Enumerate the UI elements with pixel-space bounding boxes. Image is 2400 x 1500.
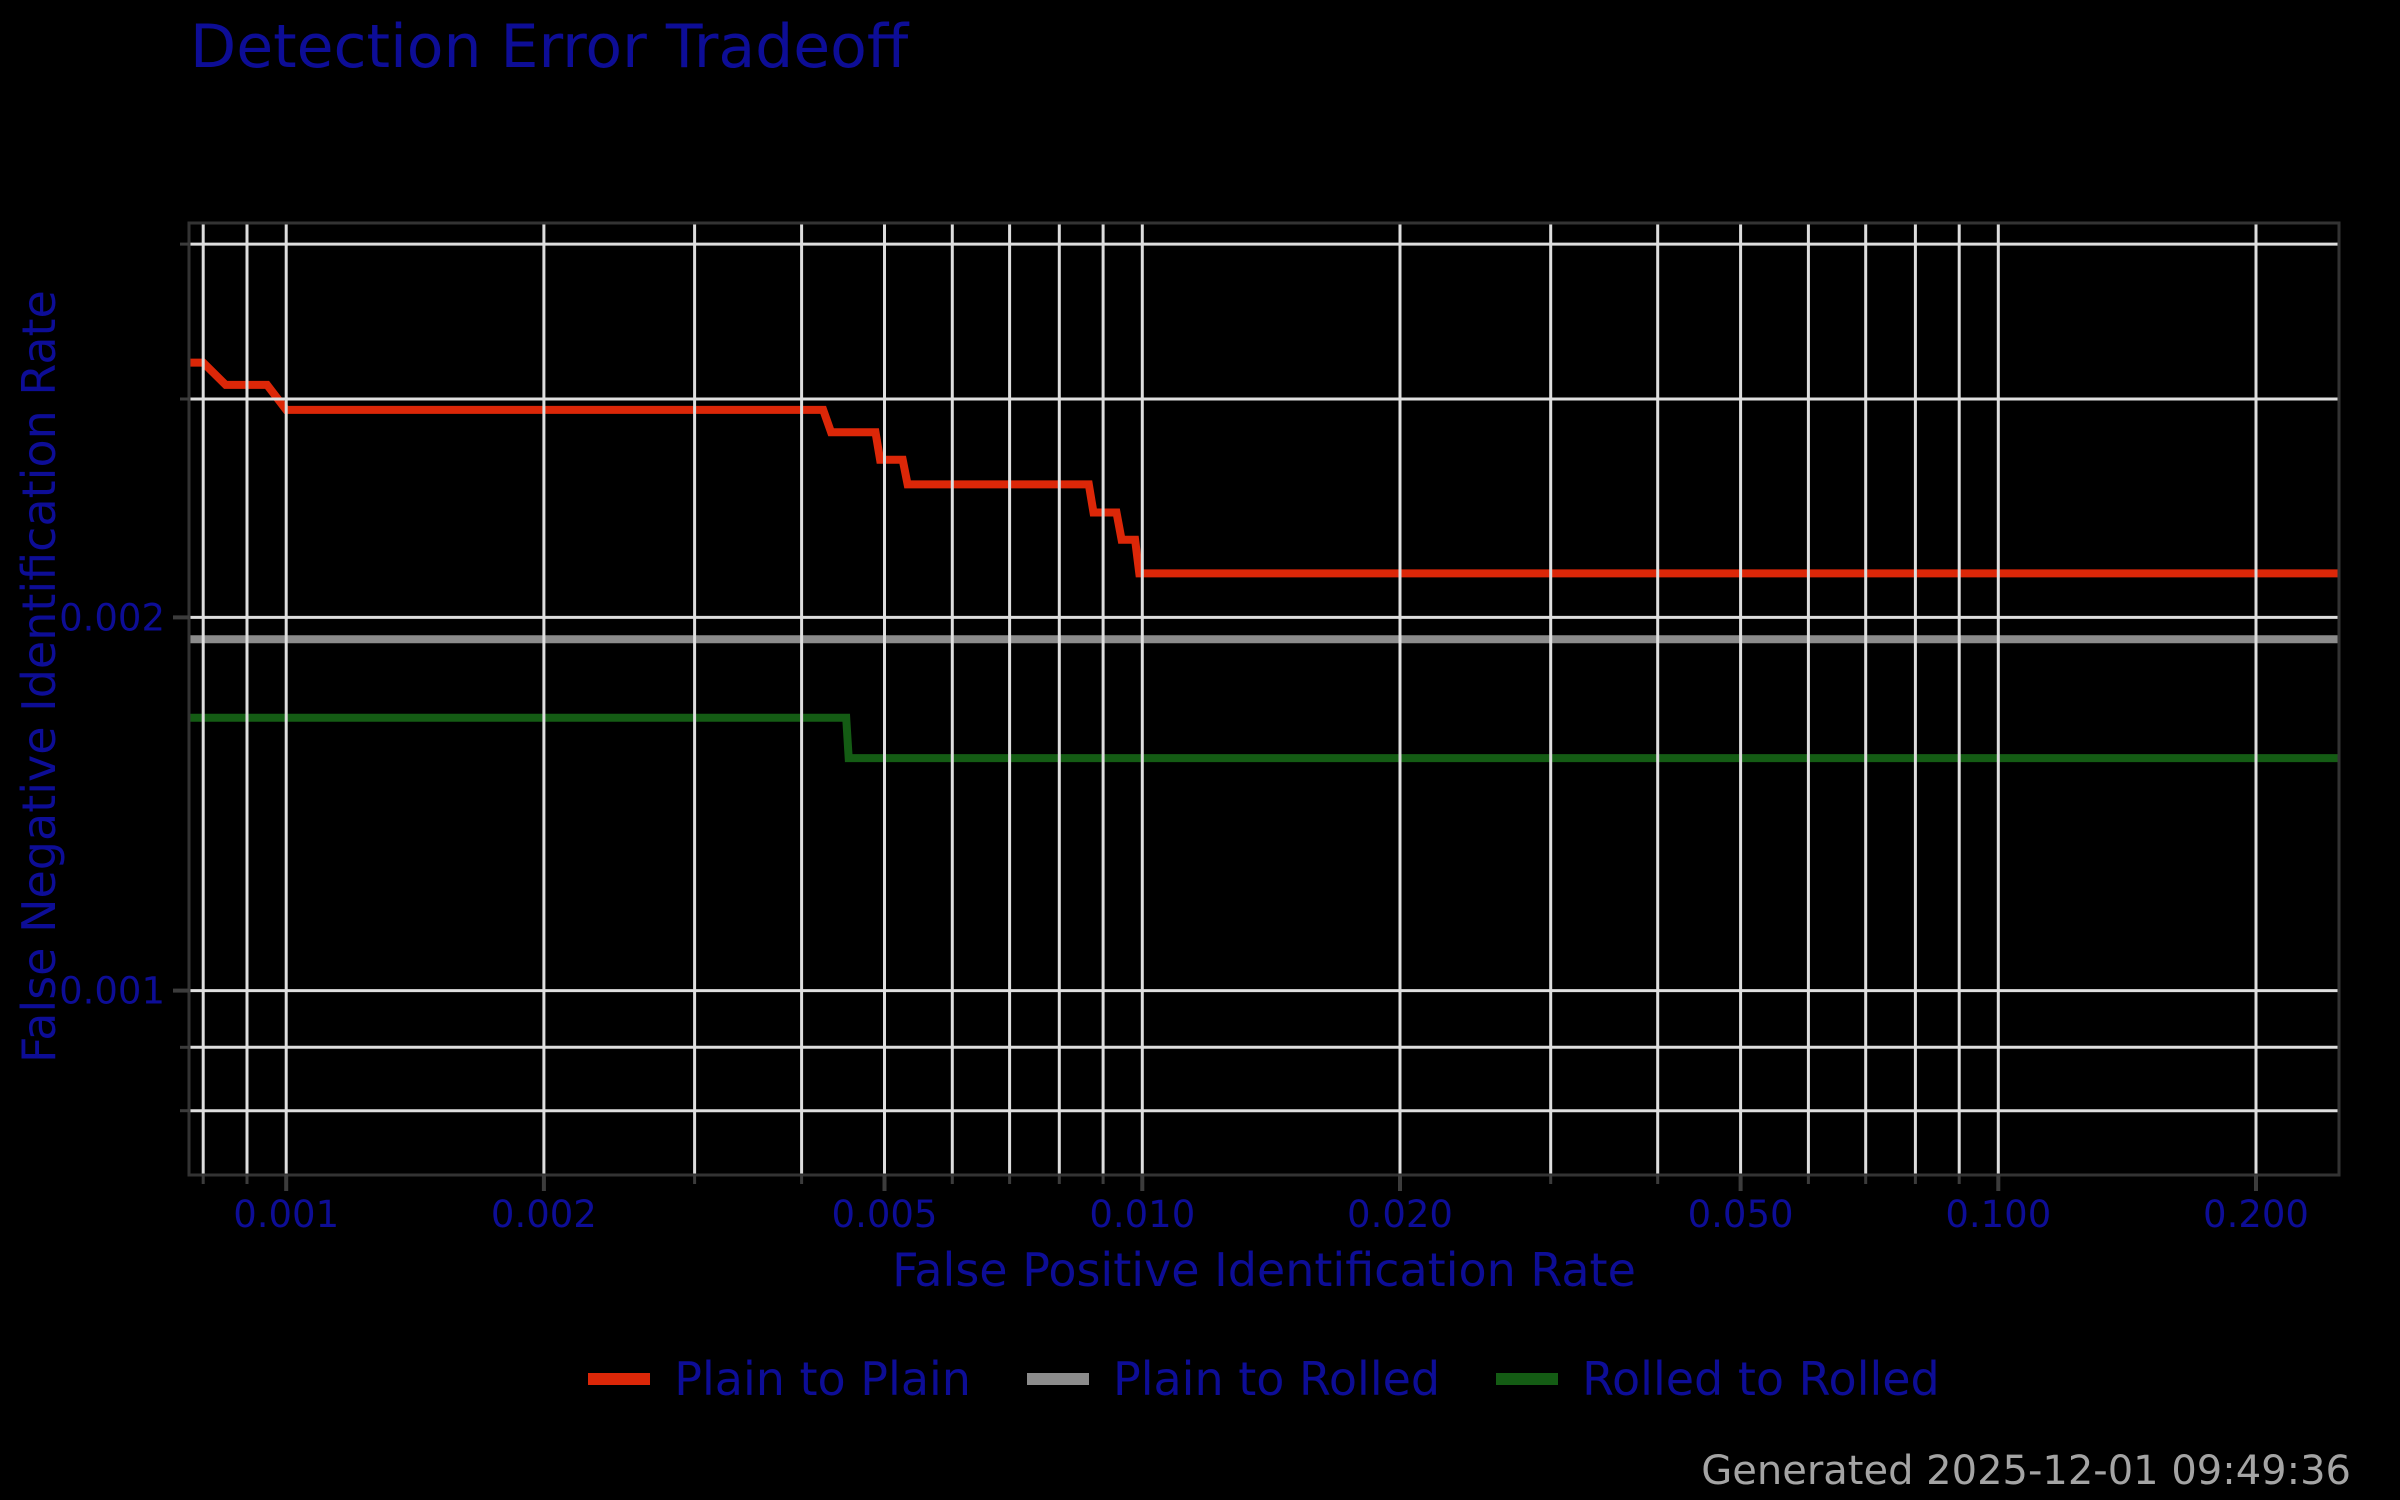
legend-label-rolled-to-rolled: Rolled to Rolled xyxy=(1582,1352,1940,1406)
legend-item-plain-to-plain: Plain to Plain xyxy=(588,1352,971,1406)
series-line-plain-to-plain xyxy=(189,358,2339,578)
legend-item-plain-to-rolled: Plain to Rolled xyxy=(1026,1352,1441,1406)
y-tick-label: 0.002 xyxy=(59,596,165,639)
x-tick-label: 0.002 xyxy=(491,1193,597,1236)
legend-swatch-rolled-to-rolled xyxy=(1496,1373,1559,1385)
x-tick-label: 0.005 xyxy=(832,1193,938,1236)
x-tick-label: 0.100 xyxy=(1945,1193,2051,1236)
chart-title: Detection Error Tradeoff xyxy=(190,12,909,82)
plot-border xyxy=(187,221,2341,1177)
y-axis-label: False Negative Identification Rate xyxy=(12,290,66,1063)
x-tick-label: 0.001 xyxy=(233,1193,339,1236)
x-tick-label: 0.010 xyxy=(1089,1193,1195,1236)
legend-swatch-plain-to-plain xyxy=(588,1373,651,1385)
x-tick-label: 0.200 xyxy=(2203,1193,2309,1236)
y-tick-label: 0.001 xyxy=(59,970,165,1013)
x-tick-label: 0.050 xyxy=(1688,1193,1794,1236)
legend: Plain to Plain Plain to Rolled Rolled to R… xyxy=(189,1348,2339,1410)
legend-label-plain-to-rolled: Plain to Rolled xyxy=(1112,1352,1441,1406)
legend-swatch-plain-to-rolled xyxy=(1026,1373,1089,1385)
legend-label-plain-to-plain: Plain to Plain xyxy=(674,1352,971,1406)
legend-item-rolled-to-rolled: Rolled to Rolled xyxy=(1496,1352,1940,1406)
series-line-rolled-to-rolled xyxy=(189,713,2339,763)
footer-timestamp: Generated 2025-12-01 09:49:36 xyxy=(1701,1448,2351,1494)
x-axis-label: False Positive Identification Rate xyxy=(892,1243,1636,1297)
x-tick-label: 0.020 xyxy=(1347,1193,1453,1236)
